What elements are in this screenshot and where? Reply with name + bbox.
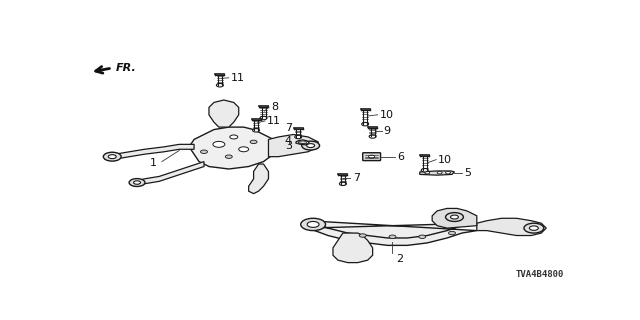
Circle shape [230, 135, 237, 139]
Text: 5: 5 [465, 168, 472, 178]
Circle shape [369, 155, 374, 158]
Text: 3: 3 [285, 140, 292, 151]
Circle shape [134, 181, 141, 184]
Circle shape [301, 218, 326, 231]
Text: 11: 11 [267, 116, 281, 126]
Circle shape [529, 226, 538, 230]
Polygon shape [209, 100, 239, 127]
Polygon shape [249, 164, 269, 194]
Circle shape [369, 135, 376, 138]
Polygon shape [129, 162, 204, 186]
Text: 6: 6 [397, 152, 404, 162]
Text: 9: 9 [383, 126, 390, 136]
Circle shape [213, 141, 225, 147]
Polygon shape [432, 208, 477, 228]
Circle shape [445, 172, 451, 174]
Circle shape [301, 141, 319, 150]
FancyBboxPatch shape [363, 153, 381, 161]
Polygon shape [333, 233, 372, 263]
Circle shape [421, 169, 428, 172]
Circle shape [260, 116, 267, 120]
Polygon shape [420, 171, 454, 175]
Circle shape [307, 221, 319, 228]
Text: 11: 11 [231, 73, 244, 83]
Circle shape [295, 135, 301, 139]
Circle shape [449, 231, 456, 235]
Polygon shape [269, 134, 318, 157]
Circle shape [239, 147, 249, 152]
Text: 10: 10 [438, 155, 452, 164]
Circle shape [250, 140, 257, 144]
Circle shape [200, 150, 207, 154]
Polygon shape [105, 144, 194, 159]
Text: 7: 7 [353, 172, 360, 183]
Polygon shape [296, 140, 309, 145]
Polygon shape [189, 127, 278, 169]
Circle shape [419, 235, 426, 238]
Circle shape [103, 152, 121, 161]
Text: FR.: FR. [116, 63, 137, 73]
Circle shape [451, 215, 458, 219]
Text: 4: 4 [285, 136, 292, 146]
Circle shape [225, 155, 232, 158]
Text: 10: 10 [380, 110, 394, 120]
Circle shape [339, 182, 346, 186]
Circle shape [216, 84, 223, 87]
Circle shape [437, 172, 442, 174]
Text: TVA4B4800: TVA4B4800 [515, 270, 564, 279]
Circle shape [307, 144, 315, 148]
Text: 8: 8 [271, 102, 278, 112]
Circle shape [108, 155, 116, 159]
Circle shape [425, 172, 429, 174]
Circle shape [445, 212, 463, 221]
Polygon shape [477, 218, 547, 236]
Polygon shape [308, 221, 477, 245]
Circle shape [362, 123, 369, 126]
Circle shape [524, 223, 544, 233]
Circle shape [389, 235, 396, 238]
Text: 7: 7 [285, 123, 292, 133]
Circle shape [359, 234, 366, 237]
Circle shape [129, 179, 145, 187]
Text: 2: 2 [396, 254, 404, 264]
Text: 1: 1 [150, 158, 157, 168]
Circle shape [253, 129, 260, 132]
